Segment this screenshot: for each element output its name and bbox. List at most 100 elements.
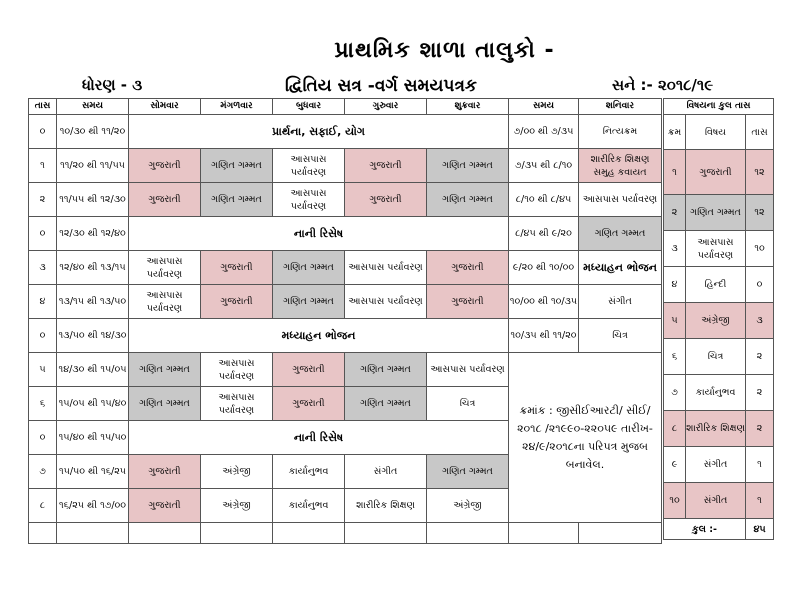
summary-number: ૫ xyxy=(663,302,686,339)
summary-total-row: કુલ :- ૪૫ xyxy=(663,518,775,540)
sat-time-cell: ૧૦/૩૫ થી ૧૧/૨૦ xyxy=(508,318,579,353)
sat-time-cell: ૭/૦૦ થી ૭/૩૫ xyxy=(508,114,579,149)
table-row: ૧ ૧૧/૨૦ થી ૧૧/૫૫ ગુજરાતી ગણિત ગમ્મત આસપાસ પર… xyxy=(28,148,662,183)
tas-cell: ૪ xyxy=(28,284,57,319)
sat-cell: મધ્યાહન ભોજન xyxy=(578,250,662,285)
summary-count: ૧૨ xyxy=(744,194,775,231)
sat-time-cell: ૭/૩૫ થી ૮/૧૦ xyxy=(508,148,579,183)
tas-cell: ૦ xyxy=(28,216,57,251)
time-cell: ૧૫/૦૫ થી ૧૫/૪૦ xyxy=(56,386,129,421)
summary-row: ૨ ગણિત ગમ્મત ૧૨ xyxy=(663,194,775,231)
summary-row: ૭ કાર્યાનુભવ ૨ xyxy=(663,374,775,411)
summary-title-row: વિષયના કુલ તાસ xyxy=(662,98,775,115)
subject-cell: અંગ્રેજી xyxy=(200,454,273,489)
merged-cell: મધ્યાહન ભોજન xyxy=(128,318,509,353)
summary-number: ૨ xyxy=(663,194,686,231)
subject-cell: ગણિત ગમ્મત xyxy=(200,148,273,183)
summary-subject: સંગીત xyxy=(685,446,746,483)
summary-subject: ગણિત ગમ્મત xyxy=(685,194,746,231)
table-row: ૪ ૧૩/૧૫ થી ૧૩/૫૦ આસપાસ પર્યાવરણ ગુજરાતી ગણિત… xyxy=(28,284,662,319)
empty-cell xyxy=(200,522,273,544)
tas-cell: ૦ xyxy=(28,420,57,455)
tas-cell: ૫ xyxy=(28,352,57,387)
empty-cell xyxy=(128,522,201,544)
time-cell: ૧૧/૨૦ થી ૧૧/૫૫ xyxy=(56,148,129,183)
subject-cell: ગુજરાતી xyxy=(272,352,345,387)
summary-count: ૩ xyxy=(744,302,775,339)
merged-cell: પ્રાર્થના, સફાઈ, યોગ xyxy=(128,114,509,149)
summary-number: ૪ xyxy=(663,266,686,303)
subject-cell: ગણિત ગમ્મત xyxy=(272,284,345,319)
time-cell: ૧૦/૩૦ થી ૧૧/૨૦ xyxy=(56,114,129,149)
summary-count: ૨ xyxy=(744,410,775,447)
summary-subject: ચિત્ર xyxy=(685,338,746,375)
term-label: દ્વિતિય સત્ર -વર્ગ સમયપત્રક xyxy=(285,76,477,96)
summary-count: ૧ xyxy=(744,482,775,519)
sat-cell: ચિત્ર xyxy=(578,318,662,353)
subject-cell: ગણિત ગમ્મત xyxy=(128,386,201,421)
sat-time-cell: ૮/૧૦ થી ૮/૪૫ xyxy=(508,182,579,217)
subject-cell: ગણિત ગમ્મત xyxy=(426,148,509,183)
header-cell: ગુરુવાર xyxy=(344,98,427,115)
table-row: ૦ ૧૨/૩૦ થી ૧૨/૪૦ નાની રિસેષ ૮/૪૫ થી ૯/૨૦ ગણિ… xyxy=(28,216,662,251)
sat-cell: નિત્યક્રમ xyxy=(578,114,662,149)
time-cell: ૧૧/૫૫ થી ૧૨/૩૦ xyxy=(56,182,129,217)
subject-cell: અંગ્રેજી xyxy=(426,488,509,523)
subject-cell: આસપાસ પર્યાવરણ xyxy=(344,250,427,285)
header-cell: બુધવાર xyxy=(272,98,345,115)
time-cell: ૧૫/૫૦ થી ૧૬/૨૫ xyxy=(56,454,129,489)
subject-cell: આસપાસ પર્યાવરણ xyxy=(200,386,273,421)
tas-cell: ૦ xyxy=(28,318,57,353)
table-row: ૨ ૧૧/૫૫ થી ૧૨/૩૦ ગુજરાતી ગણિત ગમ્મત આસપાસ પર… xyxy=(28,182,662,217)
summary-subject: અંગ્રેજી xyxy=(685,302,746,339)
summary-subject: ગુજરાતી xyxy=(685,149,746,195)
time-cell: ૧૬/૨૫ થી ૧૭/૦૦ xyxy=(56,488,129,523)
subject-cell: ગુજરાતી xyxy=(426,250,509,285)
summary-subject: શારીરિક શિક્ષણ xyxy=(685,410,746,447)
empty-cell xyxy=(426,522,509,544)
merged-cell: નાની રિસેષ xyxy=(128,420,509,455)
empty-row xyxy=(28,522,662,544)
class-label: ધોરણ - ૩ xyxy=(82,76,143,94)
subject-cell: કાર્યાનુભવ xyxy=(272,454,345,489)
empty-cell xyxy=(28,522,57,544)
subject-cell: આસપાસ પર્યાવરણ xyxy=(426,352,509,387)
summary-number: ૬ xyxy=(663,338,686,375)
subject-cell: ગુજરાતી xyxy=(128,488,201,523)
summary-row: ૧ ગુજરાતી ૧૨ xyxy=(663,149,775,195)
subject-cell: ગુજરાતી xyxy=(200,250,273,285)
subject-cell: ગણિત ગમ્મત xyxy=(426,182,509,217)
empty-cell xyxy=(344,522,427,544)
time-cell: ૧૨/૪૦ થી ૧૩/૧૫ xyxy=(56,250,129,285)
header-cell: શનિવાર xyxy=(578,98,662,115)
header-cell: શુક્રવાર xyxy=(426,98,509,115)
summary-title: વિષયના કુલ તાસ xyxy=(662,98,775,115)
subject-cell: આસપાસ પર્યાવરણ xyxy=(272,182,345,217)
tas-cell: ૧ xyxy=(28,148,57,183)
summary-header-cell: વિષય xyxy=(685,114,746,150)
circular-note: ક્રમાંક : જીસીઈઆરટી/ સીઈ/૨૦૧૮ /૨૧૯૯૦-૨૨૦… xyxy=(508,352,662,523)
empty-cell xyxy=(272,522,345,544)
summary-count: ૨ xyxy=(744,338,775,375)
subject-cell: ગુજરાતી xyxy=(200,284,273,319)
subject-cell: ગુજરાતી xyxy=(272,386,345,421)
sat-cell: ગણિત ગમ્મત xyxy=(578,216,662,251)
summary-number: ૮ xyxy=(663,410,686,447)
header-cell: મંગળવાર xyxy=(200,98,273,115)
table-row: ૦ ૧૦/૩૦ થી ૧૧/૨૦ પ્રાર્થના, સફાઈ, યોગ ૭/૦૦ … xyxy=(28,114,662,149)
summary-row: ૧૦ સંગીત ૧ xyxy=(663,482,775,519)
time-cell: ૧૨/૩૦ થી ૧૨/૪૦ xyxy=(56,216,129,251)
subject-summary: વિષયના કુલ તાસ ક્રમ વિષય તાસ ૧ ગુજરાતી ૧૨ ૨ ગણિત… xyxy=(662,98,775,540)
time-cell: ૧૩/૫૦ થી ૧૪/૩૦ xyxy=(56,318,129,353)
timetable: તાસ સમય સોમવાર મંગળવાર બુધવાર ગુરુવાર શુક્રવાર… xyxy=(28,98,662,544)
subject-cell: ગણિત ગમ્મત xyxy=(272,250,345,285)
tas-cell: ૩ xyxy=(28,250,57,285)
summary-row: ૬ ચિત્ર ૨ xyxy=(663,338,775,375)
header-cell: સમય xyxy=(508,98,579,115)
summary-row: ૩ આસપાસ પર્યાવરણ ૧૦ xyxy=(663,230,775,267)
tas-cell: ૨ xyxy=(28,182,57,217)
summary-count: ૧૦ xyxy=(744,230,775,267)
subject-cell: આસપાસ પર્યાવરણ xyxy=(200,352,273,387)
time-cell: ૧૫/૪૦ થી ૧૫/૫૦ xyxy=(56,420,129,455)
summary-subject: આસપાસ પર્યાવરણ xyxy=(685,230,746,267)
